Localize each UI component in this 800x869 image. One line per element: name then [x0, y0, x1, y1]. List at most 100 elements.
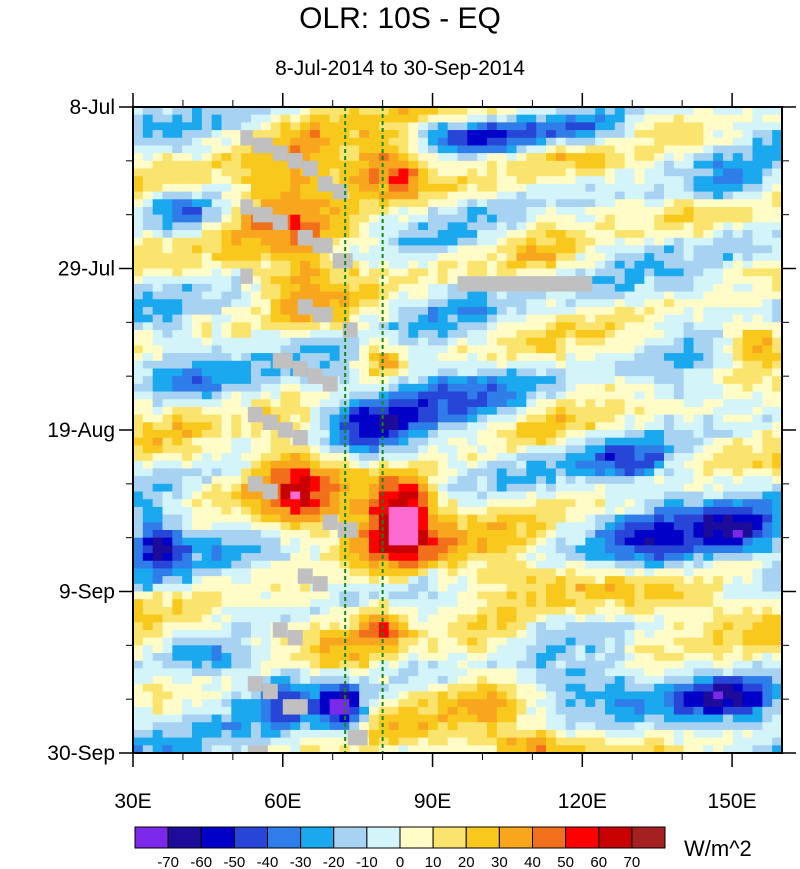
- olr-cell: [241, 460, 252, 470]
- olr-cell: [251, 645, 262, 654]
- olr-cell: [683, 629, 695, 639]
- olr-cell: [772, 414, 782, 423]
- olr-cell: [211, 337, 223, 346]
- olr-cell: [664, 283, 675, 293]
- olr-cell: [742, 276, 754, 285]
- olr-cell: [447, 268, 459, 277]
- olr-cell: [772, 176, 782, 185]
- olr-cell: [241, 430, 252, 439]
- olr-cell: [723, 645, 734, 654]
- olr-cell: [546, 514, 557, 523]
- olr-cell: [172, 460, 183, 470]
- olr-cell: [723, 522, 734, 531]
- olr-cell: [280, 506, 291, 516]
- olr-cell: [467, 430, 478, 439]
- olr-cell: [221, 114, 232, 123]
- olr-cell: [772, 222, 782, 231]
- olr-cell: [654, 145, 665, 154]
- olr-cell: [703, 330, 714, 339]
- olr-cell: [142, 668, 154, 677]
- olr-cell: [388, 214, 400, 223]
- olr-cell: [378, 383, 390, 393]
- olr-cell: [192, 260, 203, 270]
- olr-cell: [418, 206, 429, 216]
- olr-cell: [437, 506, 449, 516]
- olr-cell: [280, 260, 291, 270]
- olr-cell: [555, 430, 567, 439]
- olr-cell: [487, 606, 498, 616]
- olr-cell: [713, 668, 724, 677]
- olr-cell: [506, 306, 518, 316]
- olr-cell: [496, 414, 508, 423]
- olr-cell: [487, 376, 498, 385]
- olr-cell: [732, 437, 744, 446]
- olr-cell: [260, 122, 272, 131]
- olr-cell: [133, 599, 144, 608]
- olr-cell: [595, 268, 606, 277]
- olr-cell: [555, 314, 567, 323]
- olr-cell: [713, 614, 724, 623]
- olr-cell: [506, 237, 518, 247]
- olr-cell: [162, 514, 173, 523]
- olr-cell: [408, 491, 419, 500]
- olr-cell: [172, 383, 183, 393]
- olr-cell: [467, 360, 478, 370]
- olr-cell: [300, 399, 311, 408]
- olr-cell: [418, 314, 429, 323]
- olr-cell: [437, 599, 449, 608]
- olr-cell: [565, 222, 577, 231]
- olr-cell: [388, 337, 400, 346]
- olr-cell: [673, 622, 685, 631]
- olr-cell: [290, 283, 301, 293]
- olr-cell: [290, 191, 301, 200]
- olr-cell: [211, 460, 223, 470]
- olr-cell: [496, 230, 508, 239]
- olr-cell: [329, 306, 341, 316]
- olr-cell: [280, 299, 291, 308]
- olr-cell: [526, 191, 537, 200]
- olr-cell: [516, 130, 527, 139]
- olr-cell: [693, 391, 704, 400]
- olr-cell: [703, 460, 714, 470]
- olr-cell: [605, 291, 616, 300]
- olr-cell: [644, 499, 655, 508]
- olr-cell: [201, 522, 213, 531]
- olr-cell: [467, 368, 478, 377]
- olr-cell: [319, 222, 331, 231]
- olr-cell: [713, 145, 724, 154]
- olr-cell: [142, 460, 154, 470]
- olr-cell: [192, 214, 203, 223]
- olr-cell: [172, 406, 183, 416]
- olr-cell: [526, 560, 537, 570]
- olr-cell: [732, 668, 744, 677]
- olr-cell: [723, 130, 734, 139]
- olr-cell: [241, 483, 252, 493]
- olr-cell: [614, 545, 626, 554]
- olr-cell: [703, 383, 714, 393]
- olr-cell: [644, 468, 655, 477]
- olr-cell: [713, 660, 724, 669]
- olr-cell: [565, 676, 577, 685]
- olr-cell: [211, 637, 223, 646]
- olr-cell: [388, 430, 400, 439]
- olr-cell: [457, 506, 468, 516]
- olr-cell: [624, 376, 636, 385]
- olr-cell: [251, 437, 262, 446]
- olr-cell: [241, 214, 252, 223]
- olr-cell: [211, 314, 223, 323]
- olr-cell: [536, 522, 547, 531]
- olr-cell: [595, 614, 606, 623]
- olr-cell: [162, 660, 173, 669]
- olr-cell: [221, 460, 232, 470]
- olr-cell: [319, 476, 331, 485]
- olr-cell: [742, 245, 754, 254]
- olr-cell: [536, 107, 547, 116]
- olr-cell: [467, 145, 478, 154]
- olr-cell: [487, 406, 498, 416]
- olr-cell: [211, 399, 223, 408]
- olr-cell: [732, 653, 744, 662]
- olr-cell: [713, 653, 724, 662]
- olr-cell: [349, 606, 360, 616]
- olr-cell: [162, 230, 173, 239]
- olr-cell: [447, 537, 459, 546]
